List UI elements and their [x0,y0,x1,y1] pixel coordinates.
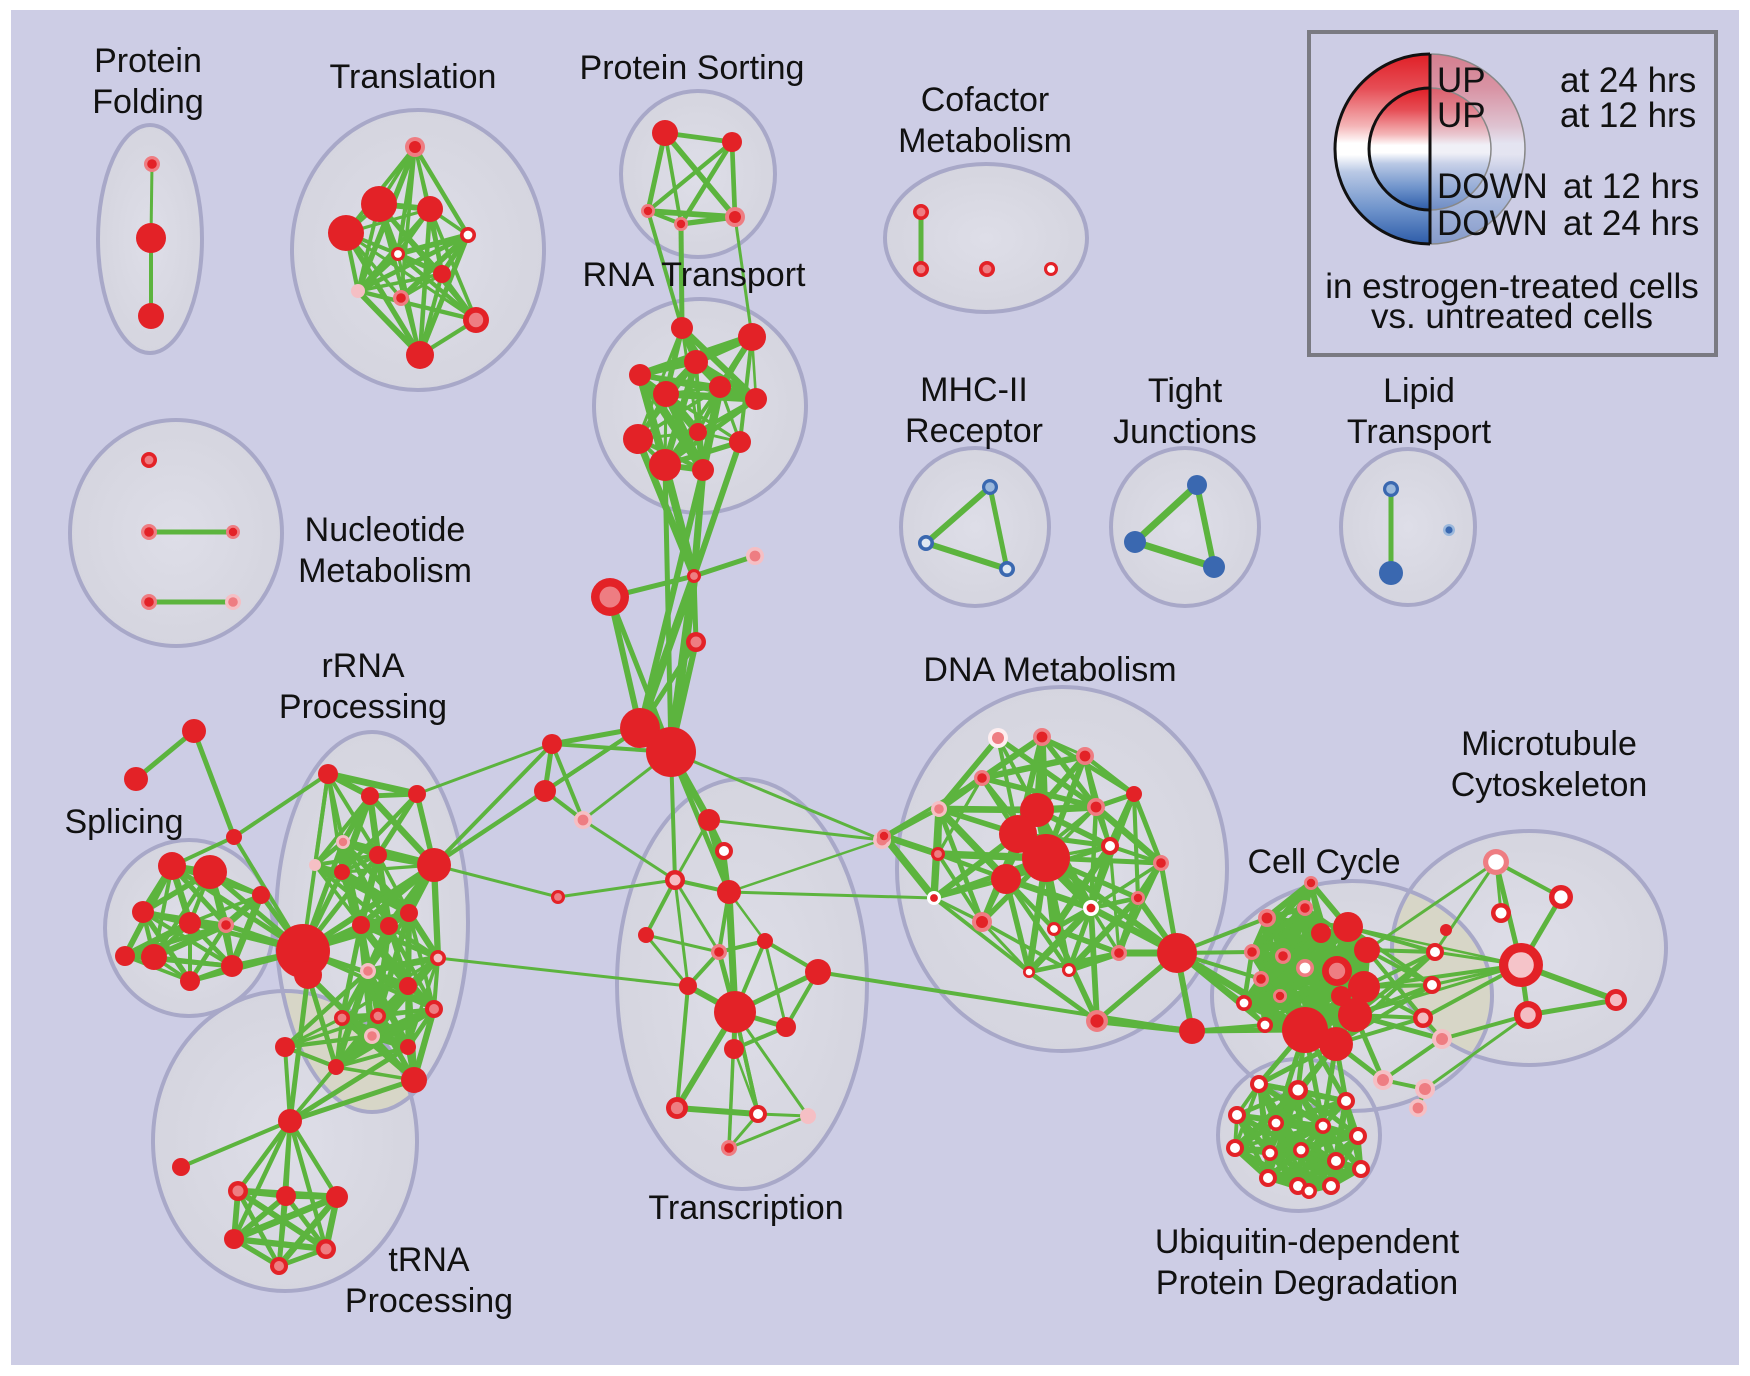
svg-text:RNA Transport: RNA Transport [583,256,807,294]
svg-text:Tight: Tight [1148,372,1223,410]
svg-text:Splicing: Splicing [64,803,183,841]
svg-text:Transport: Transport [1347,413,1492,451]
svg-text:DOWN: DOWN [1437,204,1548,243]
svg-text:Junctions: Junctions [1113,413,1257,451]
svg-text:UP: UP [1437,96,1486,135]
svg-text:Metabolism: Metabolism [298,552,472,590]
svg-text:Processing: Processing [345,1282,513,1320]
svg-text:Ubiquitin-dependent: Ubiquitin-dependent [1155,1223,1460,1261]
svg-text:UP: UP [1437,61,1486,100]
svg-text:Lipid: Lipid [1383,372,1455,410]
svg-text:Protein: Protein [94,42,202,80]
svg-text:Nucleotide: Nucleotide [305,511,466,549]
svg-text:Cell Cycle: Cell Cycle [1247,843,1400,881]
svg-text:Metabolism: Metabolism [898,122,1072,160]
svg-text:Folding: Folding [92,83,204,121]
svg-text:Protein Sorting: Protein Sorting [580,49,805,87]
svg-text:at 24 hrs: at 24 hrs [1560,61,1696,100]
svg-text:Cytoskeleton: Cytoskeleton [1451,766,1648,804]
svg-text:Processing: Processing [279,688,447,726]
svg-text:MHC-II: MHC-II [920,371,1028,409]
svg-text:Transcription: Transcription [648,1189,843,1227]
svg-text:Translation: Translation [330,58,497,96]
svg-text:in estrogen-treated cells: in estrogen-treated cells [1325,267,1699,306]
svg-text:Cofactor: Cofactor [921,81,1050,119]
svg-text:DNA Metabolism: DNA Metabolism [923,651,1176,689]
svg-text:at 24 hrs: at 24 hrs [1563,204,1699,243]
svg-text:Microtubule: Microtubule [1461,725,1637,763]
svg-text:DOWN: DOWN [1437,167,1548,206]
svg-text:vs. untreated cells: vs. untreated cells [1371,297,1653,336]
svg-text:Receptor: Receptor [905,412,1043,450]
svg-text:at 12 hrs: at 12 hrs [1563,167,1699,206]
svg-text:at 12 hrs: at 12 hrs [1560,96,1696,135]
svg-text:Protein Degradation: Protein Degradation [1156,1264,1458,1302]
svg-text:rRNA: rRNA [321,647,404,685]
svg-text:tRNA: tRNA [388,1241,470,1279]
